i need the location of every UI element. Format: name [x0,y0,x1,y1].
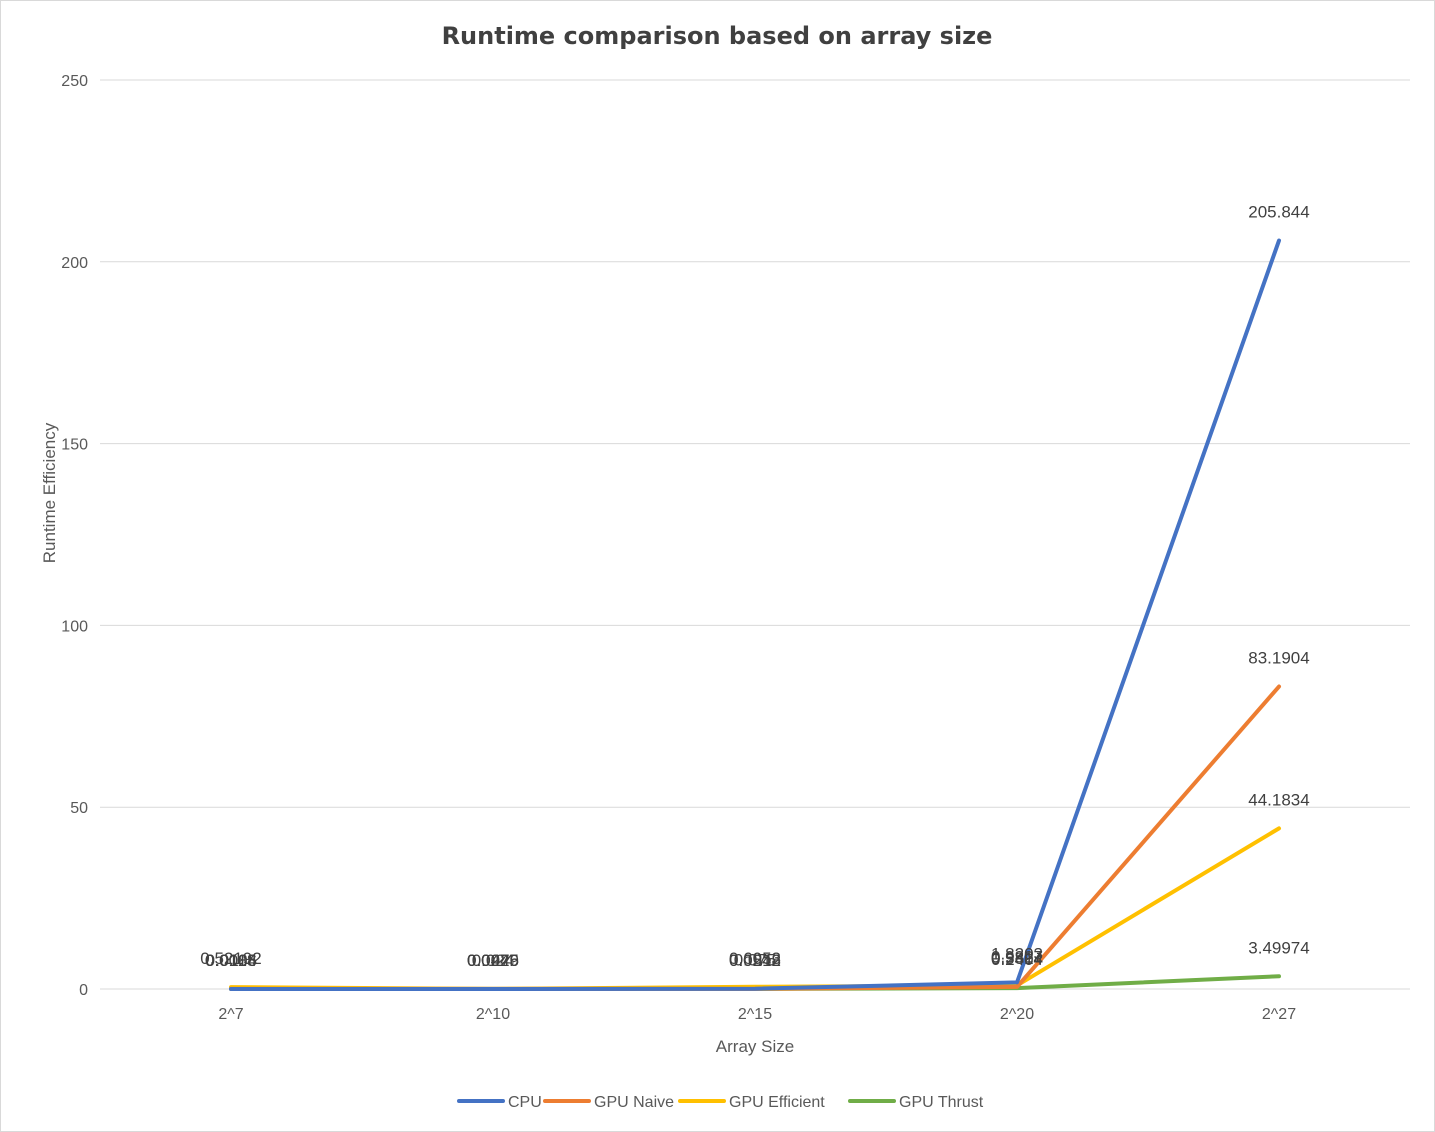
y-axis-title: Runtime Efficiency [40,422,59,563]
data-label: 0.0006 [205,951,257,970]
data-label: 0.0025 [467,951,519,970]
x-tick-label: 2^10 [476,1006,510,1023]
data-label: 0.0276 [467,951,519,970]
legend-item-gpu-efficient: GPU Efficient [678,1094,825,1111]
x-tick-label: 2^20 [1000,1006,1034,1023]
series-lines [229,238,1281,991]
x-tick-label: 2^27 [1262,1006,1296,1023]
y-tick-label: 100 [61,618,88,635]
data-label: 0.0512 [729,951,781,970]
legend-label: GPU Thrust [899,1094,984,1111]
data-label: 83.1904 [1248,649,1309,668]
series-line-gpu-naive [229,684,1281,991]
y-axis-ticks: 0 50 100 150 200 250 [61,73,88,999]
data-label: 0.024 [472,951,515,970]
legend-label: CPU [508,1094,542,1111]
data-label: 0.2404 [991,950,1043,969]
y-tick-label: 0 [79,982,88,999]
data-label: 0.52192 [200,949,261,968]
gridlines [100,79,1410,808]
x-tick-label: 2^7 [218,1006,243,1023]
data-label: 44.1834 [1248,790,1309,809]
y-tick-label: 50 [70,800,88,817]
data-label: 0.0449 [467,951,519,970]
x-axis-title: Array Size [716,1037,794,1056]
data-label: 3.49974 [1248,938,1309,957]
data-label: 0.5814 [991,949,1043,968]
data-label: 0.0184 [205,951,257,970]
chart-title: Runtime comparison based on array size [442,22,993,50]
y-tick-label: 200 [61,255,88,272]
legend-label: GPU Naive [594,1094,674,1111]
data-label: 0.6053 [729,949,781,968]
data-label: 0.075 [734,951,777,970]
legend-item-cpu: CPU [457,1094,542,1111]
legend: CPU GPU Naive GPU Efficient GPU Thrust [457,1094,984,1111]
y-tick-label: 150 [61,437,88,454]
data-label: 0.0118 [206,951,257,970]
data-label: 0.0248 [729,951,781,970]
x-axis-ticks: 2^7 2^10 2^15 2^20 2^27 [218,1006,1296,1023]
legend-label: GPU Efficient [729,1094,825,1111]
data-label: 205.844 [1248,203,1309,222]
data-labels: 0.0006 0.0025 0.075 1.8203 205.844 0.0184 0.02… [200,203,1309,970]
x-tick-label: 2^15 [738,1006,772,1023]
y-tick-label: 250 [61,73,88,90]
data-label: 1.8203 [991,944,1043,963]
series-line-cpu [229,238,1281,991]
legend-item-gpu-thrust: GPU Thrust [848,1094,984,1111]
data-label: 0.9827 [991,947,1043,966]
legend-item-gpu-naive: GPU Naive [543,1094,674,1111]
